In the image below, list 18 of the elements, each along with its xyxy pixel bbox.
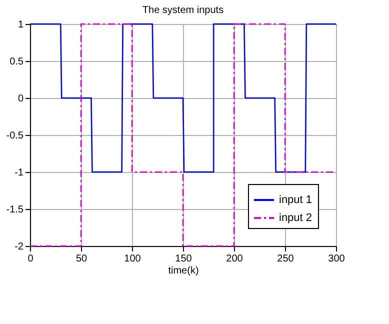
legend-label: input 2 xyxy=(279,212,312,224)
x-tick-label: 200 xyxy=(226,254,244,264)
chart-title: The system inputs xyxy=(142,5,224,16)
x-tick-label: 250 xyxy=(277,254,294,264)
y-tick-label: -0.5 xyxy=(6,130,24,142)
y-tick-label: 1 xyxy=(18,20,24,30)
x-tick-label: 100 xyxy=(124,254,142,264)
y-tick-label: 0 xyxy=(18,94,24,104)
y-tick-label: -1.5 xyxy=(6,204,24,216)
x-axis-title: time(k) xyxy=(168,266,199,276)
x-tick-label: 150 xyxy=(175,254,192,264)
y-tick-label: -1 xyxy=(14,168,24,178)
x-tick-label: 0 xyxy=(28,254,34,264)
y-tick-label: 0.5 xyxy=(10,56,24,68)
y-tick-label: -2 xyxy=(14,242,24,252)
x-tick-label: 300 xyxy=(328,254,346,264)
x-tick-label: 50 xyxy=(76,254,88,264)
legend-label: input 1 xyxy=(279,194,312,206)
